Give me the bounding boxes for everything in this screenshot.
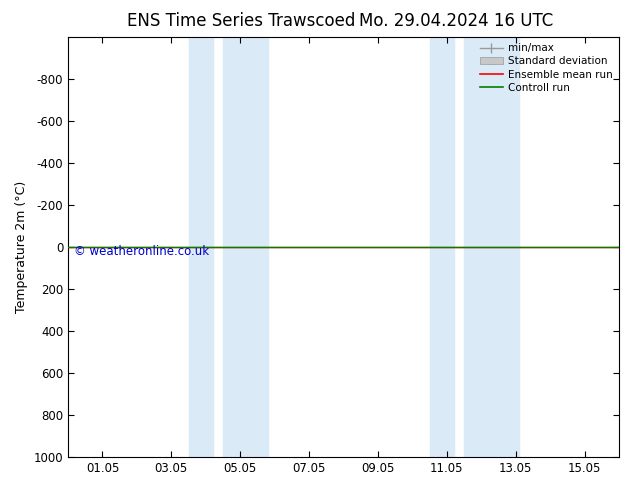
Bar bbox=[430, 37, 454, 457]
Legend: min/max, Standard deviation, Ensemble mean run, Controll run: min/max, Standard deviation, Ensemble me… bbox=[476, 39, 617, 97]
Bar bbox=[223, 37, 268, 457]
Text: © weatheronline.co.uk: © weatheronline.co.uk bbox=[74, 245, 209, 258]
Bar bbox=[464, 37, 519, 457]
Y-axis label: Temperature 2m (°C): Temperature 2m (°C) bbox=[15, 181, 28, 313]
Text: Mo. 29.04.2024 16 UTC: Mo. 29.04.2024 16 UTC bbox=[359, 12, 553, 30]
Text: ENS Time Series Trawscoed: ENS Time Series Trawscoed bbox=[127, 12, 355, 30]
Bar bbox=[188, 37, 212, 457]
